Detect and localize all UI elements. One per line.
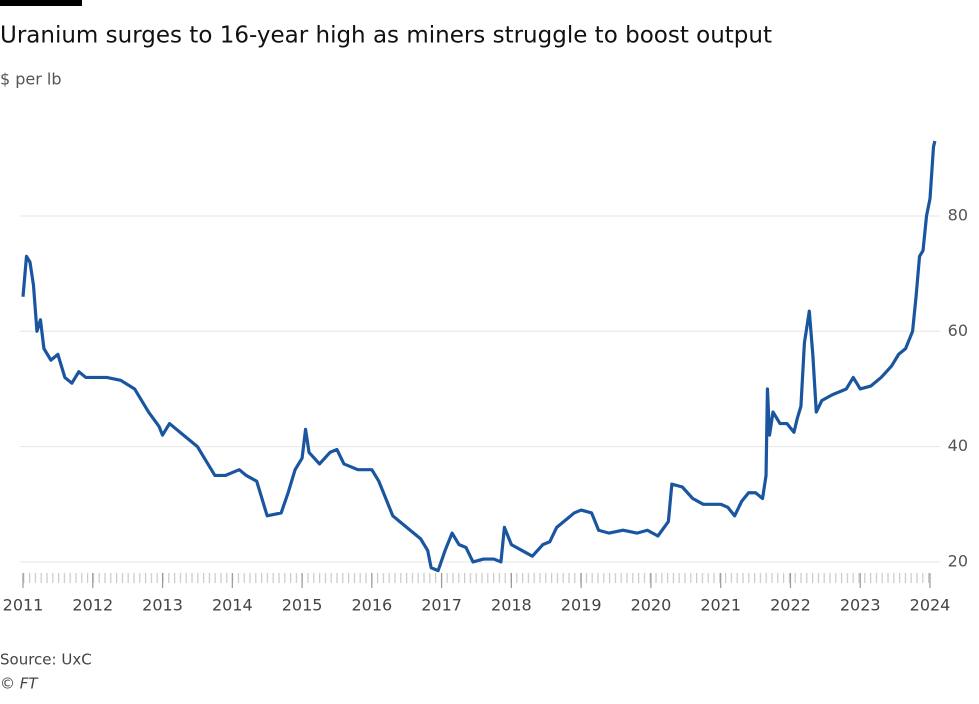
x-tick-label: 2024 bbox=[910, 596, 951, 615]
x-tick-label: 2014 bbox=[212, 596, 253, 615]
source: Source: UxC bbox=[0, 651, 92, 669]
x-tick-label: 2016 bbox=[351, 596, 392, 615]
x-tick-label: 2012 bbox=[72, 596, 113, 615]
y-tick-label: 40 bbox=[948, 436, 968, 455]
y-tick-label: 20 bbox=[948, 551, 968, 570]
x-tick-label: 2021 bbox=[700, 596, 741, 615]
x-tick-label: 2019 bbox=[561, 596, 602, 615]
x-tick-label: 2023 bbox=[840, 596, 881, 615]
chart-subtitle: $ per lb bbox=[0, 70, 62, 89]
price-line bbox=[21, 140, 937, 573]
x-tick-label: 2017 bbox=[421, 596, 462, 615]
x-tick-label: 2020 bbox=[631, 596, 672, 615]
chart-title: Uranium surges to 16-year high as miners… bbox=[0, 23, 772, 49]
y-tick-label: 80 bbox=[948, 205, 968, 224]
minor-ticks bbox=[21, 573, 933, 583]
x-tick-label: 2022 bbox=[770, 596, 811, 615]
x-tick-label: 2011 bbox=[3, 596, 44, 615]
x-tick-label: 2018 bbox=[491, 596, 532, 615]
x-tick-label: 2013 bbox=[142, 596, 183, 615]
x-tick-label: 2015 bbox=[282, 596, 323, 615]
credit: © FT bbox=[0, 675, 39, 693]
y-tick-label: 60 bbox=[948, 321, 968, 340]
brand-bar bbox=[0, 0, 82, 6]
